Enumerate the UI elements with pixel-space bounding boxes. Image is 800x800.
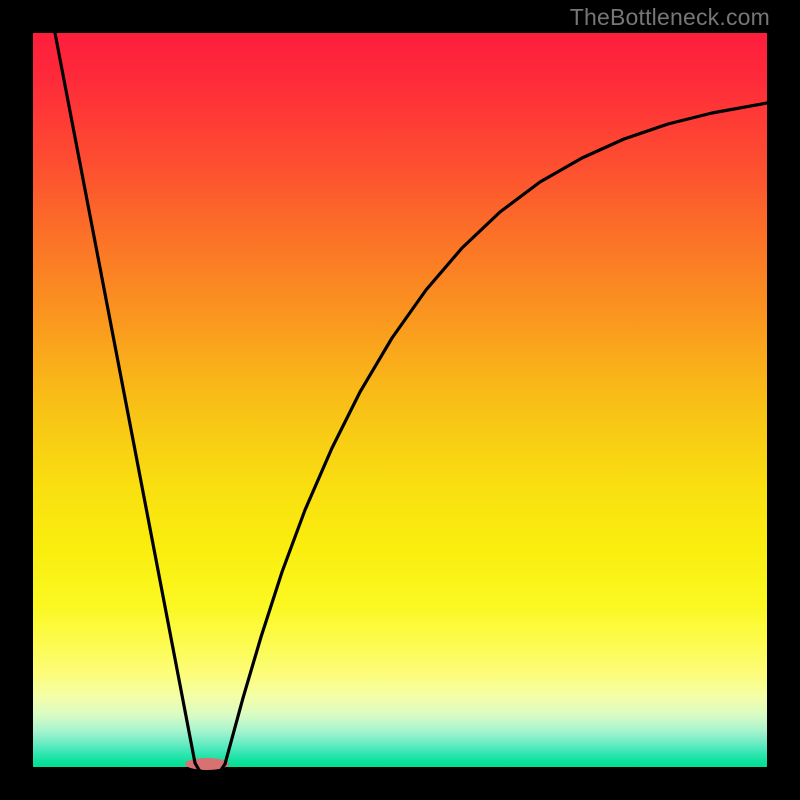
watermark-text: TheBottleneck.com: [570, 4, 770, 31]
chart-svg: [0, 0, 800, 800]
plot-area: [33, 33, 767, 767]
